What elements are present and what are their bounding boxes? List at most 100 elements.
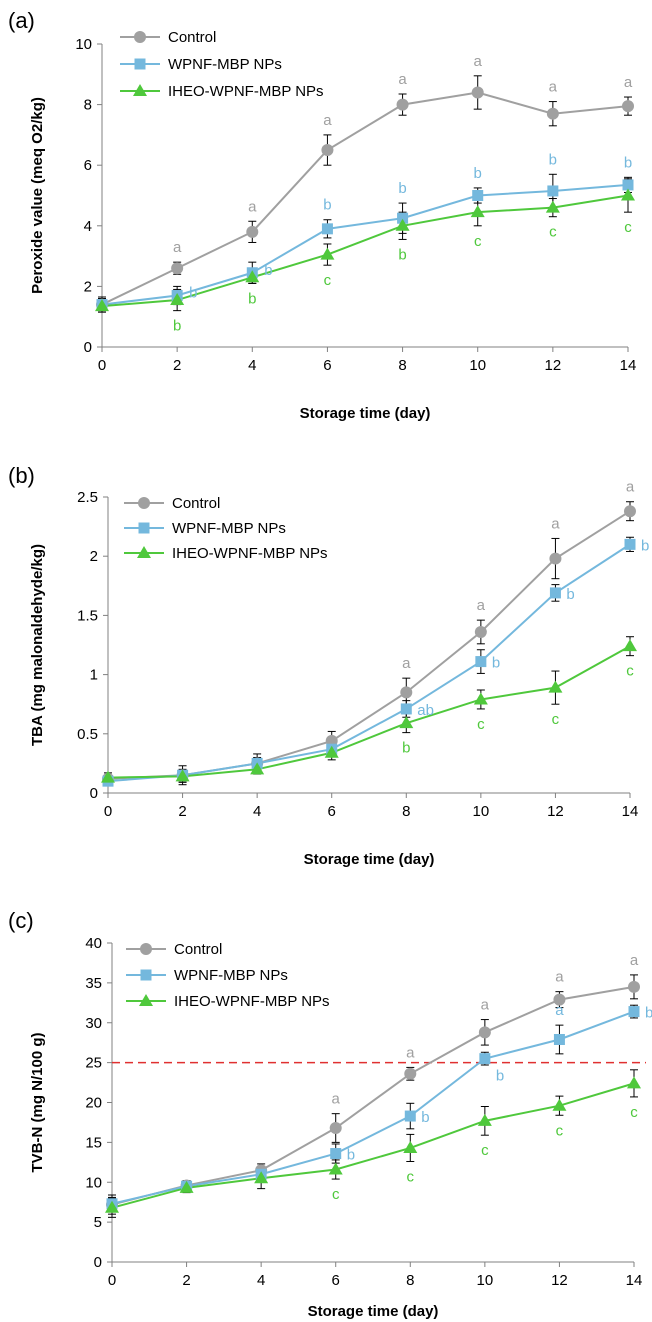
y-tick-label: 4 — [84, 218, 92, 235]
chart-panel-2: (c) 0 5 10 15 20 25 30 35 40 0 2 4 6 8 10 12 14 Storage ti… — [8, 908, 652, 1320]
data-point — [246, 225, 259, 238]
y-tick-label: 8 — [84, 97, 92, 114]
x-tick-label: 4 — [253, 803, 261, 820]
x-tick-label: 10 — [473, 803, 490, 820]
significance-label: b — [624, 154, 632, 171]
data-point — [475, 656, 487, 668]
data-point — [549, 587, 561, 599]
x-tick-label: 12 — [551, 1272, 568, 1289]
y-tick-label: 0 — [90, 785, 98, 802]
legend-label: IHEO-WPNF-MBP NPs — [172, 545, 328, 562]
significance-label: b — [347, 1147, 355, 1164]
y-tick-label: 6 — [84, 157, 92, 174]
data-point — [171, 262, 184, 275]
x-tick-label: 4 — [248, 357, 256, 374]
legend-label: Control — [172, 495, 220, 512]
data-point — [404, 1067, 417, 1080]
data-point — [328, 1162, 343, 1175]
significance-label: b — [645, 1005, 652, 1022]
data-point — [396, 98, 409, 111]
data-point — [548, 680, 563, 693]
series-line — [111, 985, 635, 1206]
significance-label: c — [552, 711, 560, 728]
chart-panel-1: (b) 0 0.5 1 1.5 2 2.5 0 2 4 6 8 10 12 14 Storage time (… — [8, 463, 649, 868]
legend-entry: Control — [120, 29, 216, 46]
panel-label: (c) — [8, 908, 34, 933]
x-axis-title: Storage time (day) — [304, 851, 435, 868]
legend-marker — [138, 497, 150, 509]
legend-label: Control — [168, 29, 216, 46]
series-line — [101, 183, 629, 306]
y-tick-label: 0 — [84, 339, 92, 356]
significance-label: c — [407, 1169, 415, 1186]
y-tick-label: 1.5 — [77, 607, 98, 624]
legend-entry: IHEO-WPNF-MBP NPs — [124, 545, 328, 562]
y-axis-title: TVB-N (mg N/100 g) — [29, 1032, 46, 1172]
significance-label: b — [492, 655, 500, 672]
x-tick-label: 14 — [626, 1272, 643, 1289]
legend-label: IHEO-WPNF-MBP NPs — [168, 83, 324, 100]
data-point — [320, 247, 335, 260]
x-tick-label: 8 — [398, 357, 406, 374]
legend-marker — [134, 31, 146, 43]
x-tick-label: 0 — [108, 1272, 116, 1289]
legend-label: WPNF-MBP NPs — [168, 56, 282, 73]
series-line — [107, 543, 631, 783]
data-point — [329, 1122, 342, 1135]
x-tick-label: 10 — [469, 357, 486, 374]
legend-label: WPNF-MBP NPs — [172, 520, 286, 537]
x-tick-label: 12 — [547, 803, 564, 820]
significance-label: b — [549, 151, 557, 168]
data-point — [623, 639, 637, 652]
significance-label: a — [474, 53, 483, 70]
x-tick-label: 8 — [402, 803, 410, 820]
x-tick-label: 10 — [477, 1272, 494, 1289]
significance-label: b — [398, 180, 406, 197]
data-point — [473, 692, 488, 705]
significance-label: ab — [417, 702, 434, 719]
y-tick-label: 25 — [85, 1055, 102, 1072]
y-tick-label: 10 — [75, 36, 92, 53]
y-tick-label: 2 — [84, 278, 92, 295]
x-tick-label: 0 — [104, 803, 112, 820]
significance-label: a — [551, 515, 560, 532]
data-point — [628, 980, 640, 993]
significance-label: a — [630, 952, 639, 969]
significance-label: a — [323, 112, 332, 129]
legend-label: Control — [174, 941, 222, 958]
significance-label: b — [189, 284, 197, 301]
panel-label: (b) — [8, 463, 35, 488]
legend-label: WPNF-MBP NPs — [174, 967, 288, 984]
data-point — [621, 188, 635, 201]
series-line — [111, 1010, 635, 1205]
x-tick-label: 6 — [328, 803, 336, 820]
significance-label: c — [332, 1186, 340, 1203]
data-point — [627, 1076, 641, 1089]
panel-label: (a) — [8, 8, 35, 33]
legend-marker — [140, 943, 152, 955]
y-tick-label: 1 — [90, 667, 98, 684]
data-point — [400, 686, 413, 699]
significance-label: a — [624, 74, 633, 91]
significance-label: a — [332, 1091, 341, 1108]
data-point — [397, 212, 409, 224]
data-point — [254, 1171, 269, 1184]
significance-label: c — [474, 233, 482, 250]
chart-panel-0: (a) 0 2 4 6 8 10 0 2 4 6 8 10 12 14 Storage time (day) P… — [8, 8, 636, 422]
significance-label: b — [566, 586, 574, 603]
significance-label: a — [477, 597, 486, 614]
data-point — [403, 1140, 418, 1153]
significance-label: c — [324, 272, 332, 289]
y-axis-title: Peroxide value (meq O2/kg) — [29, 97, 46, 294]
legend-marker — [133, 84, 147, 96]
data-point — [101, 770, 115, 783]
x-tick-label: 0 — [98, 357, 106, 374]
significance-label: b — [474, 165, 482, 182]
data-point — [245, 270, 260, 283]
data-point — [250, 762, 265, 775]
y-tick-label: 0.5 — [77, 726, 98, 743]
significance-label: c — [624, 219, 632, 236]
x-tick-label: 14 — [622, 803, 639, 820]
x-tick-label: 14 — [620, 357, 637, 374]
data-point — [628, 1006, 640, 1018]
